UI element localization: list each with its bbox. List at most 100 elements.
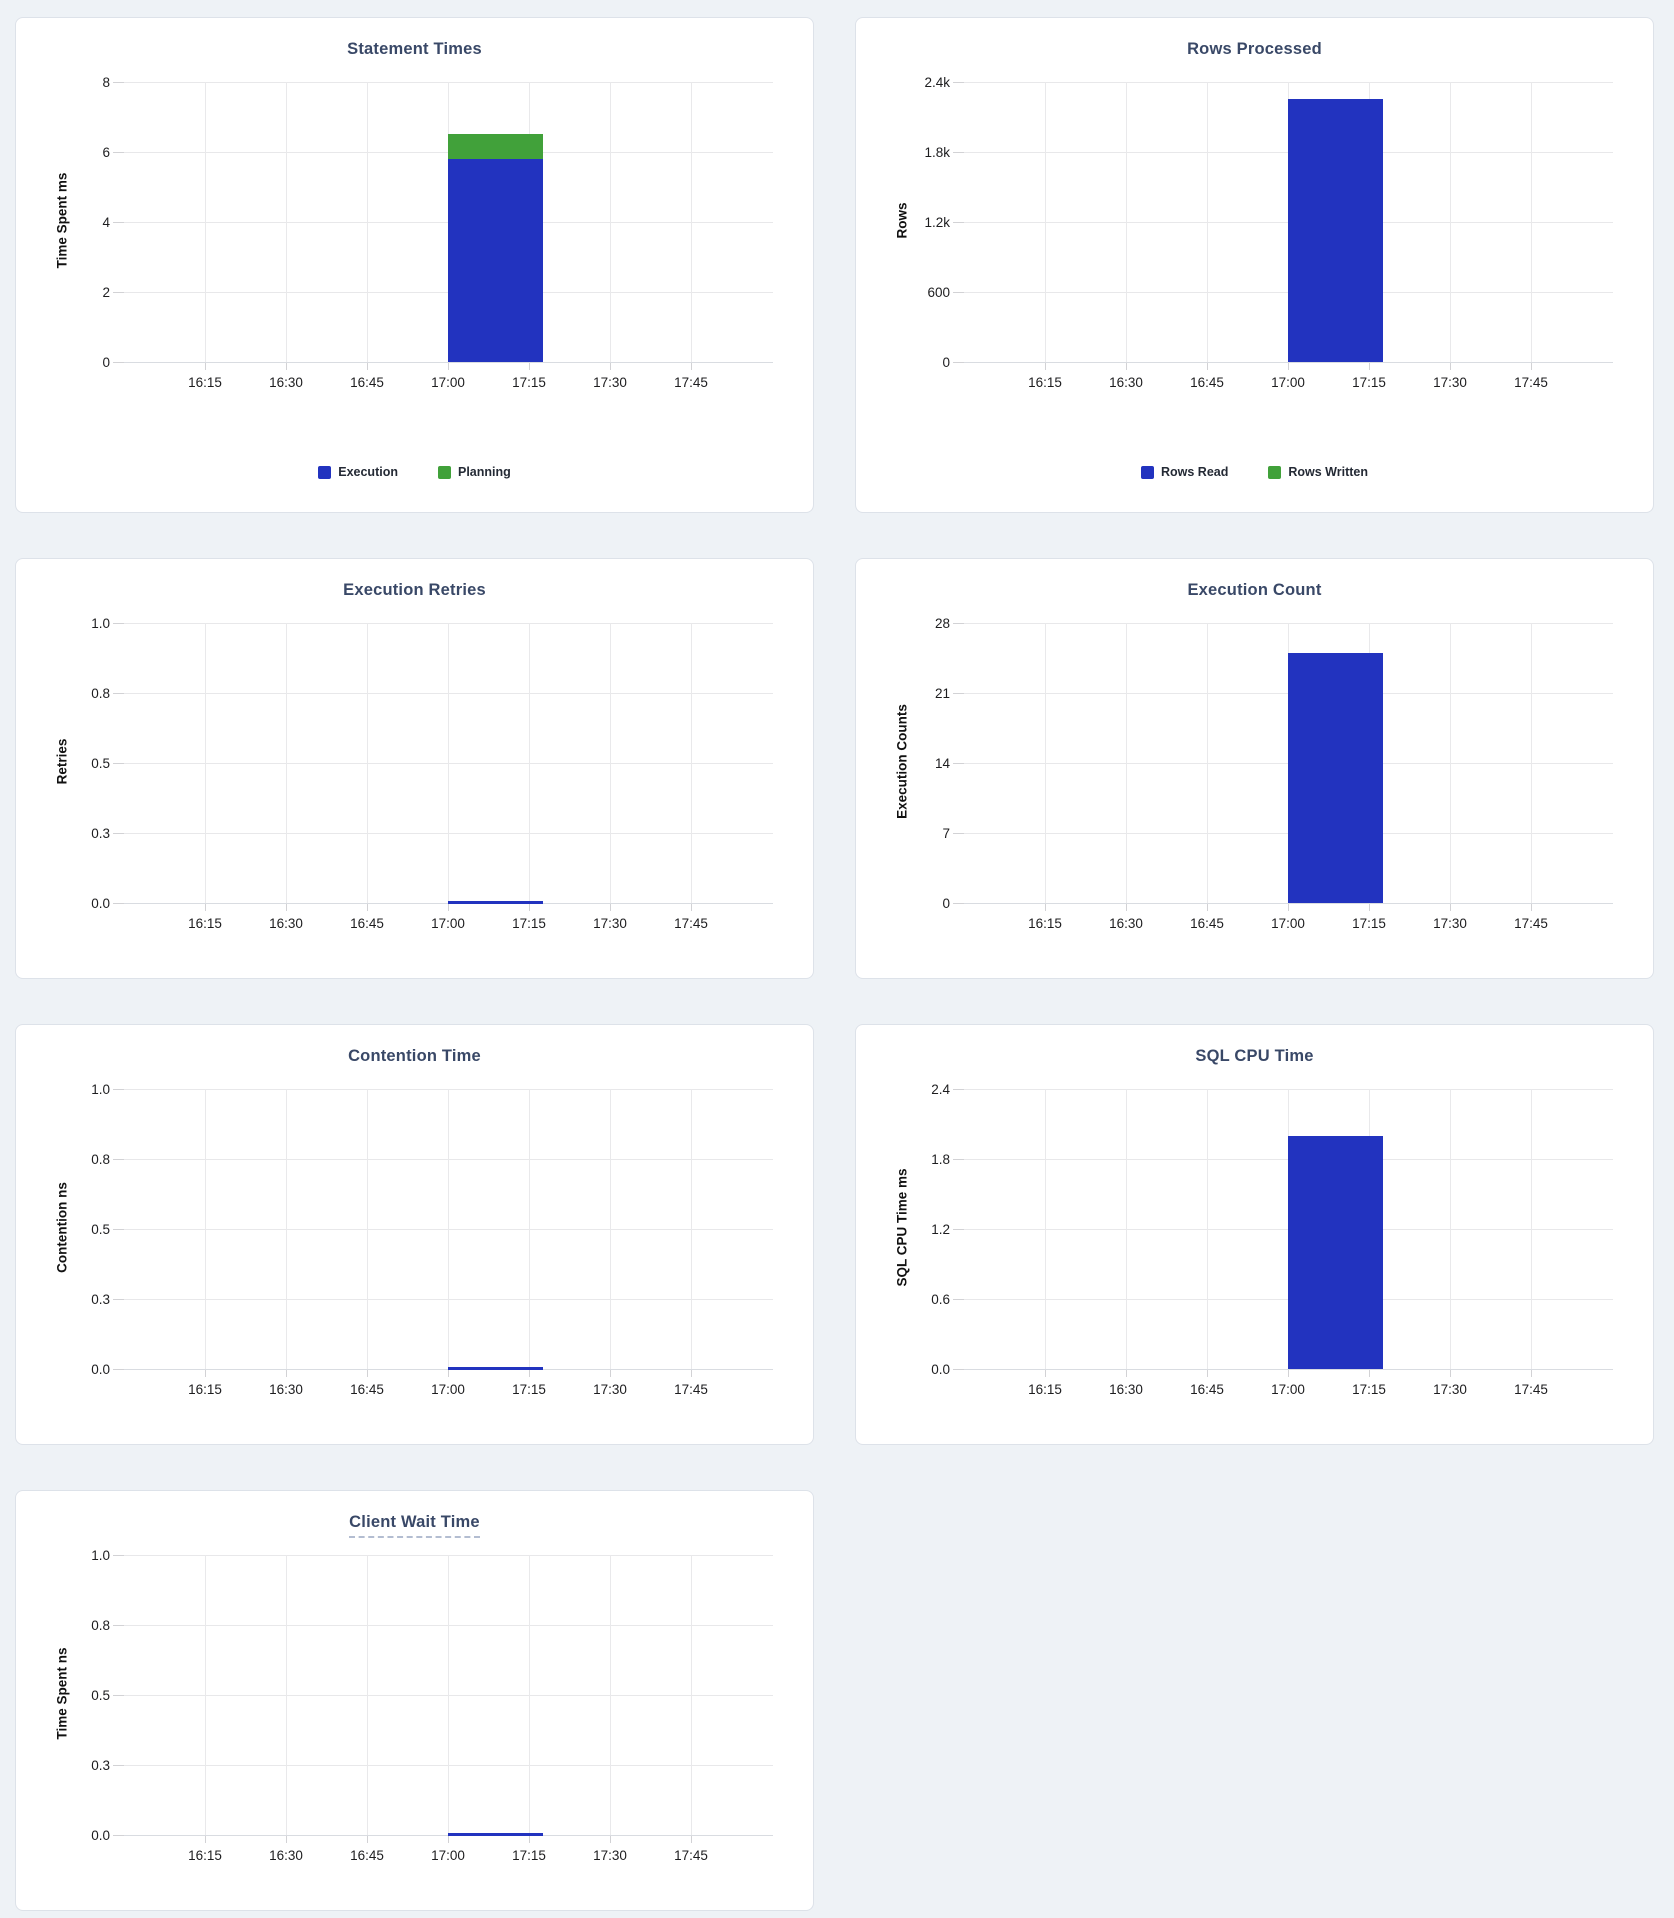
x-tick-mark xyxy=(1207,1370,1208,1377)
y-tick-label: 1.8k xyxy=(924,145,950,160)
series-line-contention[interactable] xyxy=(448,1367,543,1370)
x-gridline xyxy=(691,1555,692,1835)
x-tick-mark xyxy=(1369,1370,1370,1377)
x-tick-mark xyxy=(1126,904,1127,911)
x-tick-mark xyxy=(610,1836,611,1843)
x-tick-label: 16:45 xyxy=(350,916,384,931)
y-tick-label: 0.8 xyxy=(91,1618,110,1633)
x-tick-label: 17:15 xyxy=(1352,375,1386,390)
chart-card-sql-cpu-time: SQL CPU Time 2.4 1.8 1.2 0.6 0.0 16:15 16:30 16… xyxy=(855,1024,1654,1445)
x-tick-label: 16:30 xyxy=(269,1382,303,1397)
y-tick-mark xyxy=(113,1159,124,1160)
x-tick-mark xyxy=(691,1836,692,1843)
y-tick-label: 0.0 xyxy=(91,1828,110,1843)
y-tick-mark xyxy=(113,1089,124,1090)
x-gridline xyxy=(205,1555,206,1835)
y-tick-label: 1.0 xyxy=(91,1548,110,1563)
execution-retries-plot-area[interactable]: 1.0 0.8 0.5 0.3 0.0 16:15 16:30 16:45 17:00 17:15… xyxy=(55,616,773,931)
bar-segment-execution[interactable] xyxy=(448,159,543,362)
x-tick-mark xyxy=(610,1370,611,1377)
x-tick-label: 16:45 xyxy=(1190,1382,1224,1397)
y-tick-label: 0.8 xyxy=(91,686,110,701)
y-tick-label: 8 xyxy=(102,75,110,90)
x-tick-mark xyxy=(205,904,206,911)
y-tick-mark xyxy=(953,222,964,223)
x-gridline xyxy=(691,1089,692,1369)
x-gridline xyxy=(1531,1089,1532,1369)
x-gridline xyxy=(286,623,287,903)
y-tick-mark xyxy=(953,1369,964,1370)
y-tick-label: 0.0 xyxy=(91,1362,110,1377)
bar-segment-execution-count[interactable] xyxy=(1288,653,1383,903)
bar-segment-rows-read[interactable] xyxy=(1288,99,1383,362)
y-tick-label: 0.3 xyxy=(91,1292,110,1307)
x-gridline xyxy=(1126,623,1127,903)
y-tick-mark xyxy=(113,1625,124,1626)
series-line-client-wait[interactable] xyxy=(448,1833,543,1836)
bar-segment-planning[interactable] xyxy=(448,134,543,159)
x-gridline xyxy=(1045,82,1046,362)
x-tick-label: 16:30 xyxy=(269,916,303,931)
x-tick-label: 17:15 xyxy=(1352,916,1386,931)
x-tick-mark xyxy=(1288,1370,1289,1377)
x-tick-mark xyxy=(529,363,530,370)
legend-swatch-icon xyxy=(1140,465,1154,479)
x-tick-mark xyxy=(286,1836,287,1843)
y-tick-mark xyxy=(113,1369,124,1370)
x-gridline xyxy=(205,1089,206,1369)
series-line-retries[interactable] xyxy=(448,901,543,904)
client-wait-time-plot-area[interactable]: 1.0 0.8 0.5 0.3 0.0 16:15 16:30 16:45 17:00 17:15… xyxy=(55,1548,773,1863)
x-gridline xyxy=(610,1089,611,1369)
x-tick-mark xyxy=(205,1836,206,1843)
contention-time-plot-area[interactable]: 1.0 0.8 0.5 0.3 0.0 16:15 16:30 16:45 17:00 17:15… xyxy=(55,1082,773,1397)
y-tick-mark xyxy=(953,833,964,834)
x-tick-label: 16:30 xyxy=(1109,1382,1143,1397)
y-tick-mark xyxy=(953,1299,964,1300)
statement-times-plot-area[interactable]: 8 6 4 2 0 16:15 16:30 16:45 17:00 17:15 17:30 17:45… xyxy=(55,75,773,390)
legend-label: Execution xyxy=(338,465,398,479)
y-tick-mark xyxy=(113,763,124,764)
x-tick-mark xyxy=(1045,904,1046,911)
y-tick-mark xyxy=(113,1765,124,1766)
x-tick-mark xyxy=(529,904,530,911)
x-tick-mark xyxy=(1531,1370,1532,1377)
x-tick-label: 17:15 xyxy=(512,1382,546,1397)
rows-processed-plot-area[interactable]: 2.4k 1.8k 1.2k 600 0 16:15 16:30 16:45 17:00 17:1… xyxy=(895,75,1613,390)
x-tick-mark xyxy=(1369,363,1370,370)
sql-cpu-time-plot-area[interactable]: 2.4 1.8 1.2 0.6 0.0 16:15 16:30 16:45 17:00 17:15… xyxy=(895,1082,1613,1397)
x-gridline xyxy=(610,1555,611,1835)
legend-item-rows-written: Rows Written xyxy=(1268,465,1368,479)
y-tick-label: 6 xyxy=(102,145,110,160)
execution-count-plot-area[interactable]: 28 21 14 7 0 16:15 16:30 16:45 17:00 17:15 17:30 17… xyxy=(895,616,1613,931)
y-tick-label: 28 xyxy=(934,616,950,631)
y-tick-mark xyxy=(113,1835,124,1836)
x-tick-mark xyxy=(1531,363,1532,370)
x-tick-label: 17:45 xyxy=(1514,916,1548,931)
y-tick-mark xyxy=(953,1229,964,1230)
x-gridline xyxy=(529,1089,530,1369)
x-tick-mark xyxy=(1045,1370,1046,1377)
x-tick-mark xyxy=(691,363,692,370)
x-tick-label: 17:30 xyxy=(1433,916,1467,931)
x-tick-label: 17:45 xyxy=(1514,375,1548,390)
x-tick-label: 16:15 xyxy=(1028,375,1062,390)
bar-segment-sql-cpu-time[interactable] xyxy=(1288,1136,1383,1369)
x-tick-label: 17:15 xyxy=(512,1848,546,1863)
y-tick-mark xyxy=(113,833,124,834)
x-tick-label: 17:15 xyxy=(512,916,546,931)
x-gridline xyxy=(1207,82,1208,362)
y-tick-label: 0.0 xyxy=(931,1362,950,1377)
x-tick-label: 16:45 xyxy=(1190,916,1224,931)
chart-title-client-wait-time-tooltip[interactable]: Client Wait Time xyxy=(16,1512,813,1538)
x-tick-label: 16:30 xyxy=(1109,375,1143,390)
y-axis-unit-label: Time Spent ns xyxy=(54,1647,70,1740)
x-gridline xyxy=(448,1089,449,1369)
x-tick-label: 17:30 xyxy=(593,916,627,931)
x-tick-mark xyxy=(1450,1370,1451,1377)
y-tick-label: 0.5 xyxy=(91,756,110,771)
x-tick-mark xyxy=(1126,1370,1127,1377)
legend-swatch-icon xyxy=(437,465,451,479)
y-tick-mark xyxy=(113,362,124,363)
x-tick-label: 17:30 xyxy=(593,375,627,390)
x-tick-mark xyxy=(1288,904,1289,911)
